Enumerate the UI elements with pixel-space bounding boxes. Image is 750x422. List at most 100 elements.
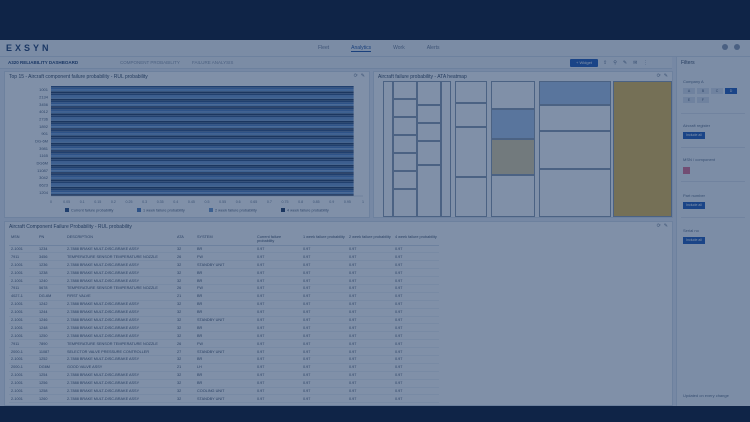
bar <box>51 86 354 88</box>
column-header[interactable]: PN <box>37 234 65 246</box>
main-nav: Fleet Analytics Work Alerts <box>318 45 440 52</box>
table-row[interactable]: 2-1001 1238 2-7888 BRAKE MULT-DISC-BRAKE A… <box>9 268 439 278</box>
table-row[interactable]: 2-1001 1252 2-7888 BRAKE MULT-DISC-BRAKE A… <box>9 355 439 364</box>
table-row[interactable]: 2000-1 11087 SELECTOR VALVE PRESSURE CONTR… <box>9 347 439 356</box>
bar <box>51 161 354 163</box>
more-icon[interactable]: ⋮ <box>643 60 649 66</box>
column-header[interactable]: 2 week failure probability <box>347 234 393 246</box>
table-row[interactable]: 2-1001 1250 2-7888 BRAKE MULT-DISC-BRAKE A… <box>9 331 439 341</box>
column-header[interactable]: DESCRIPTION <box>65 234 175 246</box>
table-cell: 11087 <box>37 347 65 356</box>
table-cell: 2-7888 BRAKE MULT-DISC-BRAKE ASSY <box>65 323 175 333</box>
x-tick-label: 0.25 <box>126 200 133 204</box>
heatmap-cell[interactable] <box>491 81 535 109</box>
refresh-icon[interactable]: ⟳ <box>656 73 661 79</box>
edit-icon[interactable]: ✎ <box>663 73 668 79</box>
bar <box>51 150 354 152</box>
include-all-button-3[interactable]: Include all <box>683 237 705 244</box>
notifications-icon[interactable] <box>722 44 728 50</box>
table-row[interactable]: 7911 7890 TEMPERATURE SENSOR TEMPERATURE N… <box>9 339 439 349</box>
company-chip[interactable]: A <box>683 88 695 94</box>
table-row[interactable]: 2-100112622-7888 BRAKE MULT-DISC-BRAKE A… <box>9 402 439 405</box>
table-row[interactable]: 2-1001 1254 2-7888 BRAKE MULT-DISC-BRAKE A… <box>9 371 439 380</box>
include-all-button-1[interactable]: Include all <box>683 132 705 139</box>
table-cell: 1252 <box>37 355 65 364</box>
table-row[interactable]: 2-1001 1246 2-7888 BRAKE MULT-DISC-BRAKE A… <box>9 316 439 325</box>
breadcrumb-tab-probability[interactable]: COMPONENT PROBABILITY <box>120 60 180 65</box>
table-row[interactable]: 2-1001 1240 2-7888 BRAKE MULT-DISC-BRAKE A… <box>9 276 439 285</box>
column-header[interactable]: 4 week failure probability <box>393 234 439 246</box>
include-all-button-2[interactable]: Include all <box>683 202 705 209</box>
heatmap-cell[interactable] <box>441 81 451 217</box>
table-row[interactable]: 7911 5678 TEMPERATURE SENSOR TEMPERATURE N… <box>9 284 439 293</box>
company-chip[interactable]: C <box>711 88 723 94</box>
table-row[interactable]: 2-1001 1242 2-7888 BRAKE MULT-DISC-BRAKE A… <box>9 300 439 309</box>
heatmap-cell[interactable] <box>393 171 417 189</box>
heatmap-cell[interactable] <box>455 103 487 127</box>
heatmap-cell[interactable] <box>417 123 441 141</box>
table-cell: 2-1001 <box>9 323 37 333</box>
column-header[interactable]: SYSTEM <box>195 234 255 246</box>
company-chip[interactable]: E <box>683 97 695 103</box>
heatmap-cell[interactable] <box>417 165 441 217</box>
table-row[interactable]: 2-1001 1256 2-7888 BRAKE MULT-DISC-BRAKE A… <box>9 379 439 388</box>
column-header[interactable]: Current failure probability <box>255 234 301 246</box>
heatmap-cell[interactable] <box>539 131 611 169</box>
table-row[interactable]: 2-1001 1244 2-7888 BRAKE MULT-DISC-BRAKE A… <box>9 308 439 317</box>
heatmap-cell[interactable] <box>417 141 441 165</box>
column-header[interactable]: ATA <box>175 234 195 246</box>
filter-icon[interactable]: ⚲ <box>613 60 617 66</box>
table-row[interactable]: 2-1001 1248 2-7888 BRAKE MULT-DISC-BRAKE A… <box>9 323 439 333</box>
nav-tab-analytics[interactable]: Analytics <box>351 45 372 52</box>
refresh-icon[interactable]: ⟳ <box>656 223 661 229</box>
company-chip[interactable]: F <box>697 97 709 103</box>
table-cell: 32 <box>175 379 195 388</box>
heatmap-cell[interactable] <box>393 81 417 99</box>
column-header[interactable]: MSN <box>9 234 37 246</box>
heatmap-cell[interactable] <box>393 135 417 153</box>
nav-tab-work[interactable]: Work <box>393 45 405 51</box>
nav-tab-alerts[interactable]: Alerts <box>426 45 440 51</box>
y-tick-label: 901 <box>41 131 48 136</box>
table-row[interactable]: 2-1001 1258 2-7888 BRAKE MULT-DISC-BRAKE A… <box>9 387 439 396</box>
column-header[interactable]: 1 week failure probability <box>301 234 347 246</box>
nav-tab-fleet[interactable]: Fleet <box>318 45 330 51</box>
add-widget-button[interactable]: + Widget <box>570 59 598 67</box>
edit-icon[interactable]: ✎ <box>663 223 668 229</box>
heatmap-cell[interactable] <box>417 105 441 123</box>
heatmap-cell[interactable] <box>539 81 611 105</box>
heatmap-cell[interactable] <box>539 105 611 131</box>
heatmap-cell[interactable] <box>455 127 487 177</box>
heatmap-cell[interactable] <box>417 81 441 105</box>
heatmap-cell[interactable] <box>393 189 417 217</box>
table-row[interactable]: 2-1001 1260 2-7888 BRAKE MULT-DISC-BRAKE A… <box>9 394 439 404</box>
comment-icon[interactable]: ✉ <box>633 60 638 66</box>
heatmap-cell[interactable] <box>539 169 611 217</box>
heatmap-cell[interactable] <box>455 81 487 103</box>
table-cell: 2-1001 <box>9 316 37 325</box>
table-cell: 2000-1 <box>9 363 37 372</box>
heatmap-cell[interactable] <box>613 81 672 217</box>
company-chip[interactable]: D <box>725 88 737 94</box>
heatmap-cell[interactable] <box>393 117 417 135</box>
table-row[interactable]: 7911 3456 TEMPERATURE SENSOR TEMPERATURE N… <box>9 252 439 262</box>
table-row[interactable]: 2-1001 1236 2-7888 BRAKE MULT-DISC-BRAKE A… <box>9 260 439 270</box>
company-chip[interactable]: B <box>697 88 709 94</box>
heatmap-cell[interactable] <box>383 81 393 217</box>
heatmap-cell[interactable] <box>393 153 417 171</box>
heatmap-cell[interactable] <box>491 139 535 175</box>
breadcrumb-tab-failure[interactable]: FAILURE ANALYSIS <box>192 60 234 65</box>
edit-icon[interactable]: ✎ <box>622 60 628 66</box>
user-avatar-icon[interactable] <box>734 44 740 50</box>
heatmap-cell[interactable] <box>491 175 535 217</box>
table-row[interactable]: 2-1001 1234 2-7888 BRAKE MULT-DISC-BRAKE A… <box>9 245 439 254</box>
table-cell: 0.97 <box>255 276 301 285</box>
table-row[interactable]: 4027-1 DG-6M FIRST VALVE 21 BR 0.97 0.97 0.97 0.… <box>9 292 439 301</box>
heatmap-cell[interactable] <box>455 177 487 217</box>
table-row[interactable]: 2000-1 DG6M GOOD VALVE ASSY 21 LH 0.97 0.97 0.9… <box>9 363 439 372</box>
heatmap-cell[interactable] <box>393 99 417 117</box>
color-swatch[interactable] <box>683 167 690 174</box>
breadcrumb-dashboard[interactable]: A320 RELIABILITY DASHBOARD <box>8 60 79 65</box>
share-icon[interactable]: ⇪ <box>603 60 608 66</box>
heatmap-cell[interactable] <box>491 109 535 139</box>
